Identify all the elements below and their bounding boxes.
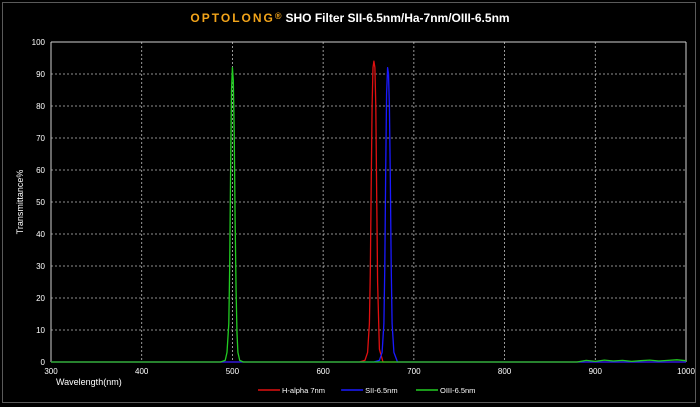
x-tick-label: 900 [589, 367, 603, 376]
x-tick-label: 700 [407, 367, 421, 376]
x-tick-label: 800 [498, 367, 512, 376]
y-axis-ticks: 0 10 20 30 40 50 60 70 80 90 100 [32, 38, 46, 367]
y-tick-label: 70 [36, 134, 45, 143]
series-lines [51, 60, 687, 363]
x-tick-label: 400 [135, 367, 149, 376]
chart-frame [2, 2, 696, 403]
legend-label: H-alpha 7nm [282, 386, 325, 395]
legend: H-alpha 7nm SII-6.5nm OIII-6.5nm [258, 386, 475, 395]
chart-title-text: SHO Filter SII-6.5nm/Ha-7nm/OIII-6.5nm [285, 11, 510, 25]
y-tick-label: 60 [36, 166, 45, 175]
y-tick-label: 30 [36, 262, 45, 271]
series-line [51, 66, 687, 363]
y-tick-label: 50 [36, 198, 45, 207]
y-tick-label: 10 [36, 326, 45, 335]
chart-title: OPTOLONG® SHO Filter SII-6.5nm/Ha-7nm/OII… [0, 11, 700, 25]
series-line [51, 60, 686, 363]
y-axis-label: Transmittance% [15, 170, 25, 235]
y-tick-label: 90 [36, 70, 45, 79]
y-tick-label: 80 [36, 102, 45, 111]
grid [50, 41, 687, 363]
x-tick-label: 500 [226, 367, 240, 376]
registered-mark: ® [274, 11, 282, 21]
x-axis-label: Wavelength(nm) [56, 377, 122, 387]
legend-label: SII-6.5nm [365, 386, 398, 395]
x-tick-label: 300 [44, 367, 58, 376]
y-tick-label: 40 [36, 230, 45, 239]
brand-logo: OPTOLONG [190, 11, 275, 25]
x-axis-ticks: 300 400 500 600 700 800 900 1000 [44, 367, 695, 376]
series-line [51, 66, 686, 363]
x-tick-label: 600 [316, 367, 330, 376]
y-tick-label: 20 [36, 294, 45, 303]
legend-label: OIII-6.5nm [440, 386, 475, 395]
y-tick-label: 0 [41, 358, 46, 367]
y-tick-label: 100 [32, 38, 46, 47]
x-tick-label: 1000 [677, 367, 695, 376]
